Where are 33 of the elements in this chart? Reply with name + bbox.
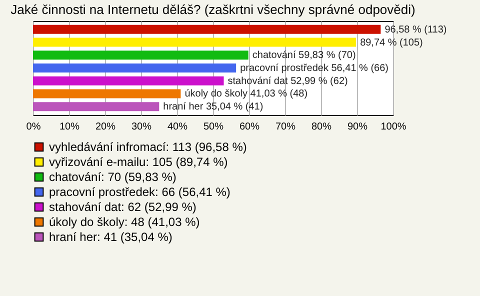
legend-label: hraní her: 41 (35,04 %) <box>49 230 172 244</box>
legend-label: vyřizování e-mailu: 105 (89,74 %) <box>49 155 228 169</box>
x-tick-label: 100% <box>380 122 406 132</box>
legend-label: pracovní prostředek: 66 (56,41 %) <box>49 185 230 199</box>
bar <box>33 64 236 72</box>
bar <box>33 102 160 112</box>
x-tick-label: 90% <box>347 122 368 132</box>
bar <box>33 24 381 34</box>
legend-label: chatování: 70 (59,83 %) <box>49 170 176 184</box>
x-tick-label: 60% <box>239 122 260 132</box>
x-tick-label: 30% <box>131 122 152 132</box>
bar <box>33 38 356 47</box>
data-label: 96,58 % (113) <box>384 24 447 36</box>
data-label: úkoly do školy 41,03 % (48) <box>184 88 308 100</box>
legend-label: úkoly do školy: 48 (41,03 %) <box>49 215 200 229</box>
legend-label: vyhledávání infromací: 113 (96,58 %) <box>49 140 247 154</box>
x-tick-label: 80% <box>311 122 332 132</box>
x-tick-label: 70% <box>275 122 296 132</box>
x-tick-label: 20% <box>95 122 116 132</box>
data-label: chatování 59,83 % (70) <box>252 50 356 62</box>
bar <box>33 76 224 86</box>
x-tick-label: 40% <box>167 122 188 132</box>
bar <box>33 50 248 60</box>
x-tick-label: 10% <box>59 122 80 132</box>
x-tick-label: 50% <box>203 122 224 132</box>
legend-label: stahování dat: 62 (52,99 %) <box>49 200 196 214</box>
chart-title: Jaké činnosti na Internetu děláš? (zaškrtni všechny správné odpovědi) <box>10 2 416 17</box>
bar <box>33 89 181 98</box>
data-label: 89,74 % (105) <box>360 37 423 48</box>
x-tick-label: 0% <box>26 122 41 132</box>
data-label: stahování dat 52,99 % (62) <box>228 76 348 87</box>
data-label: hraní her 35,04 % (41) <box>163 102 264 113</box>
data-label: pracovní prostředek 56,41 % (66) <box>240 63 388 74</box>
